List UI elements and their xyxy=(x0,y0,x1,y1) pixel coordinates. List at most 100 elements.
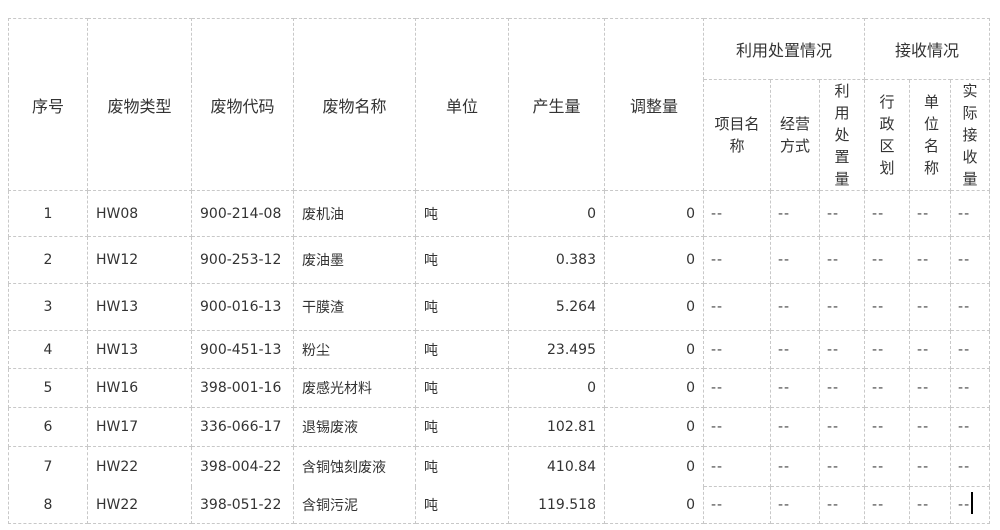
cell-name[interactable]: 废机油 xyxy=(293,190,416,237)
cell-seq[interactable]: 7 xyxy=(8,446,88,487)
cell-code[interactable]: 900-016-13 xyxy=(191,283,294,331)
cell-c3[interactable]: -- xyxy=(818,236,866,284)
cell-c6[interactable]: -- xyxy=(950,446,991,487)
cell-c5[interactable]: -- xyxy=(909,330,952,369)
cell-type[interactable]: HW22 xyxy=(87,486,192,524)
cell-type[interactable]: HW08 xyxy=(87,190,192,237)
cell-c3[interactable]: -- xyxy=(818,283,866,331)
cell-c4[interactable]: -- xyxy=(864,330,911,369)
cell-c2[interactable]: -- xyxy=(770,236,820,284)
cell-code[interactable]: 336-066-17 xyxy=(191,407,294,447)
cell-unit[interactable]: 吨 xyxy=(415,330,509,369)
cell-c1[interactable]: -- xyxy=(703,446,771,487)
cell-name[interactable]: 含铜污泥 xyxy=(293,486,416,524)
cell-name[interactable]: 含铜蚀刻废液 xyxy=(293,446,416,487)
cell-unit[interactable]: 吨 xyxy=(415,486,509,524)
cell-code[interactable]: 398-051-22 xyxy=(191,486,294,524)
cell-seq[interactable]: 2 xyxy=(8,236,88,284)
cell-type[interactable]: HW13 xyxy=(87,283,192,331)
cell-c1[interactable]: -- xyxy=(703,368,771,408)
cell-adjust[interactable]: 0 xyxy=(604,190,704,237)
cell-unit[interactable]: 吨 xyxy=(415,368,509,408)
cell-c2[interactable]: -- xyxy=(770,486,820,524)
cell-unit[interactable]: 吨 xyxy=(415,446,509,487)
cell-c2[interactable]: -- xyxy=(770,368,820,408)
cell-c6[interactable]: -- xyxy=(950,190,991,237)
cell-seq[interactable]: 6 xyxy=(8,407,88,447)
cell-name[interactable]: 退锡废液 xyxy=(293,407,416,447)
cell-unit[interactable]: 吨 xyxy=(415,407,509,447)
cell-adjust[interactable]: 0 xyxy=(604,236,704,284)
cell-adjust[interactable]: 0 xyxy=(604,446,704,487)
cell-seq[interactable]: 4 xyxy=(8,330,88,369)
cell-output[interactable]: 0 xyxy=(508,190,605,237)
cell-c4[interactable]: -- xyxy=(864,407,911,447)
cell-output[interactable]: 410.84 xyxy=(508,446,605,487)
cell-seq[interactable]: 5 xyxy=(8,368,88,408)
cell-c6[interactable]: -- xyxy=(950,486,991,524)
cell-c5[interactable]: -- xyxy=(909,407,952,447)
cell-output[interactable]: 0 xyxy=(508,368,605,408)
cell-c3[interactable]: -- xyxy=(818,486,866,524)
cell-output[interactable]: 5.264 xyxy=(508,283,605,331)
cell-c2[interactable]: -- xyxy=(770,190,820,237)
cell-adjust[interactable]: 0 xyxy=(604,486,704,524)
cell-c4[interactable]: -- xyxy=(864,486,911,524)
cell-code[interactable]: 398-004-22 xyxy=(191,446,294,487)
cell-c6[interactable]: -- xyxy=(950,330,991,369)
cell-code[interactable]: 900-253-12 xyxy=(191,236,294,284)
cell-c1[interactable]: -- xyxy=(703,190,771,237)
cell-c4[interactable]: -- xyxy=(864,283,911,331)
cell-c5[interactable]: -- xyxy=(909,236,952,284)
cell-c5[interactable]: -- xyxy=(909,446,952,487)
cell-c3[interactable]: -- xyxy=(818,190,866,237)
cell-output[interactable]: 0.383 xyxy=(508,236,605,284)
cell-type[interactable]: HW16 xyxy=(87,368,192,408)
cell-c5[interactable]: -- xyxy=(909,486,952,524)
cell-unit[interactable]: 吨 xyxy=(415,283,509,331)
cell-c5[interactable]: -- xyxy=(909,283,952,331)
cell-name[interactable]: 废感光材料 xyxy=(293,368,416,408)
cell-seq[interactable]: 3 xyxy=(8,283,88,331)
cell-type[interactable]: HW12 xyxy=(87,236,192,284)
cell-code[interactable]: 900-214-08 xyxy=(191,190,294,237)
cell-c1[interactable]: -- xyxy=(703,407,771,447)
cell-c5[interactable]: -- xyxy=(909,190,952,237)
cell-adjust[interactable]: 0 xyxy=(604,407,704,447)
cell-c6[interactable]: -- xyxy=(950,368,991,408)
cell-output[interactable]: 23.495 xyxy=(508,330,605,369)
cell-seq[interactable]: 8 xyxy=(8,486,88,524)
cell-type[interactable]: HW13 xyxy=(87,330,192,369)
cell-c3[interactable]: -- xyxy=(818,446,866,487)
cell-type[interactable]: HW22 xyxy=(87,446,192,487)
cell-c1[interactable]: -- xyxy=(703,330,771,369)
cell-unit[interactable]: 吨 xyxy=(415,236,509,284)
cell-c1[interactable]: -- xyxy=(703,486,771,524)
cell-c6[interactable]: -- xyxy=(950,407,991,447)
cell-c4[interactable]: -- xyxy=(864,368,911,408)
cell-c1[interactable]: -- xyxy=(703,283,771,331)
cell-unit[interactable]: 吨 xyxy=(415,190,509,237)
cell-c1[interactable]: -- xyxy=(703,236,771,284)
cell-code[interactable]: 398-001-16 xyxy=(191,368,294,408)
cell-c3[interactable]: -- xyxy=(818,407,866,447)
cell-name[interactable]: 废油墨 xyxy=(293,236,416,284)
cell-c6[interactable]: -- xyxy=(950,283,991,331)
cell-c2[interactable]: -- xyxy=(770,446,820,487)
cell-c6[interactable]: -- xyxy=(950,236,991,284)
cell-c4[interactable]: -- xyxy=(864,446,911,487)
cell-c2[interactable]: -- xyxy=(770,407,820,447)
cell-name[interactable]: 粉尘 xyxy=(293,330,416,369)
cell-type[interactable]: HW17 xyxy=(87,407,192,447)
cell-c4[interactable]: -- xyxy=(864,236,911,284)
cell-adjust[interactable]: 0 xyxy=(604,368,704,408)
cell-c5[interactable]: -- xyxy=(909,368,952,408)
cell-output[interactable]: 102.81 xyxy=(508,407,605,447)
cell-name[interactable]: 干膜渣 xyxy=(293,283,416,331)
cell-c4[interactable]: -- xyxy=(864,190,911,237)
cell-c2[interactable]: -- xyxy=(770,283,820,331)
cell-seq[interactable]: 1 xyxy=(8,190,88,237)
cell-code[interactable]: 900-451-13 xyxy=(191,330,294,369)
cell-c3[interactable]: -- xyxy=(818,330,866,369)
cell-adjust[interactable]: 0 xyxy=(604,330,704,369)
